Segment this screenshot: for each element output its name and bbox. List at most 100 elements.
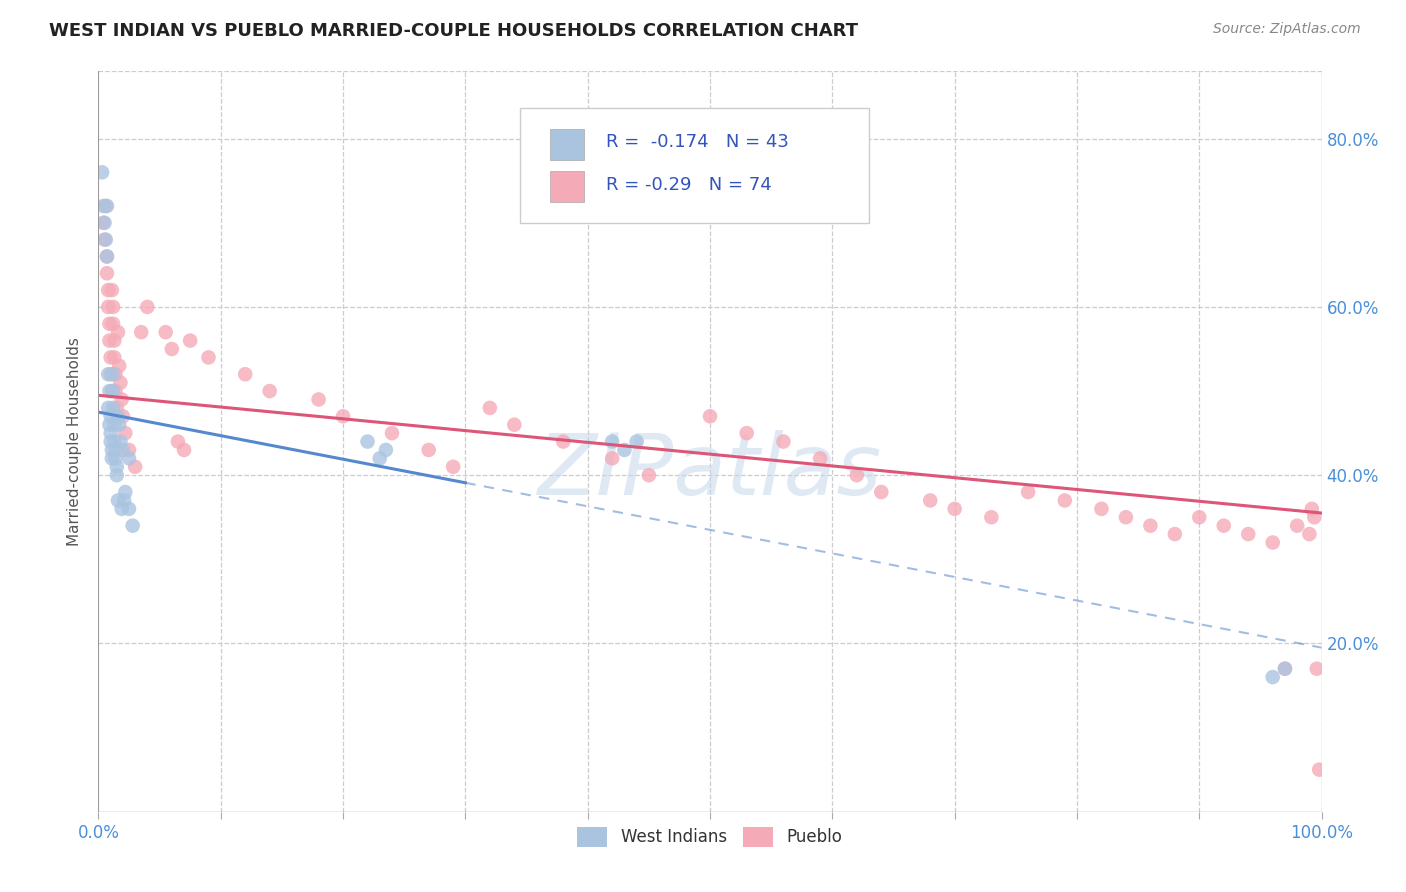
Point: [101, 401, 124, 415]
Point: [104, 451, 127, 466]
Point: [105, 468, 128, 483]
FancyBboxPatch shape: [550, 129, 583, 161]
Point: [332, 409, 354, 424]
Point: [381, 426, 404, 441]
Point: [111, 409, 134, 424]
Point: [167, 434, 190, 449]
Point: [870, 485, 893, 500]
Point: [699, 409, 721, 424]
Point: [114, 426, 136, 441]
Point: [1053, 493, 1076, 508]
Point: [553, 434, 575, 449]
Point: [101, 451, 124, 466]
Point: [118, 442, 141, 457]
Point: [155, 325, 177, 339]
Point: [103, 434, 125, 449]
Point: [441, 459, 464, 474]
Point: [1274, 662, 1296, 676]
Point: [1017, 485, 1039, 500]
Point: [100, 426, 122, 441]
Point: [94, 199, 117, 213]
Point: [100, 409, 122, 424]
Point: [110, 376, 132, 390]
Point: [96, 249, 118, 264]
Point: [637, 468, 661, 483]
Point: [97, 401, 120, 415]
Point: [104, 384, 127, 398]
Point: [105, 459, 128, 474]
Point: [233, 368, 256, 382]
Text: R = -0.29   N = 74: R = -0.29 N = 74: [606, 176, 772, 194]
Point: [97, 368, 120, 382]
Point: [121, 518, 143, 533]
Point: [118, 451, 141, 466]
Point: [943, 501, 966, 516]
Y-axis label: Married-couple Households: Married-couple Households: [67, 337, 83, 546]
Point: [1090, 501, 1112, 516]
Point: [626, 434, 648, 449]
Point: [129, 325, 152, 339]
Point: [308, 392, 330, 407]
Point: [105, 401, 128, 415]
Point: [97, 300, 120, 314]
Point: [98, 334, 121, 348]
Point: [1298, 527, 1320, 541]
Point: [91, 199, 114, 213]
Text: WEST INDIAN VS PUEBLO MARRIED-COUPLE HOUSEHOLDS CORRELATION CHART: WEST INDIAN VS PUEBLO MARRIED-COUPLE HOU…: [49, 22, 858, 40]
Point: [1164, 527, 1187, 541]
Point: [1286, 518, 1309, 533]
Point: [600, 434, 623, 449]
Point: [1308, 763, 1330, 777]
Point: [1261, 535, 1284, 549]
Point: [735, 426, 758, 441]
Point: [96, 199, 118, 213]
Point: [259, 384, 281, 398]
Point: [173, 442, 195, 457]
Point: [368, 451, 391, 466]
Point: [101, 300, 124, 314]
Point: [94, 233, 117, 247]
Point: [96, 249, 118, 264]
Point: [418, 442, 440, 457]
Point: [100, 434, 122, 449]
Point: [920, 493, 942, 508]
Point: [136, 300, 159, 314]
Point: [160, 342, 183, 356]
Point: [108, 417, 131, 432]
Point: [503, 417, 526, 432]
Point: [107, 493, 129, 508]
Point: [1212, 518, 1234, 533]
Point: [91, 165, 114, 179]
Point: [104, 368, 127, 382]
FancyBboxPatch shape: [520, 108, 869, 223]
Point: [96, 266, 118, 280]
Point: [101, 384, 124, 398]
Point: [98, 317, 121, 331]
Point: [1139, 518, 1161, 533]
Point: [1188, 510, 1211, 524]
Point: [1237, 527, 1260, 541]
Point: [97, 283, 120, 297]
Point: [845, 468, 868, 483]
Text: Source: ZipAtlas.com: Source: ZipAtlas.com: [1213, 22, 1361, 37]
Point: [103, 351, 125, 365]
Point: [101, 317, 124, 331]
Point: [1301, 501, 1323, 516]
Point: [107, 325, 129, 339]
Text: R =  -0.174   N = 43: R = -0.174 N = 43: [606, 134, 789, 152]
Point: [111, 442, 134, 457]
Legend: West Indians, Pueblo: West Indians, Pueblo: [569, 818, 851, 855]
FancyBboxPatch shape: [550, 171, 583, 202]
Point: [101, 368, 124, 382]
Point: [1261, 670, 1284, 684]
Point: [98, 384, 121, 398]
Point: [118, 501, 141, 516]
Point: [101, 442, 124, 457]
Point: [1274, 662, 1296, 676]
Point: [197, 351, 219, 365]
Point: [100, 351, 122, 365]
Point: [1306, 662, 1329, 676]
Point: [101, 283, 124, 297]
Point: [101, 384, 124, 398]
Point: [374, 442, 396, 457]
